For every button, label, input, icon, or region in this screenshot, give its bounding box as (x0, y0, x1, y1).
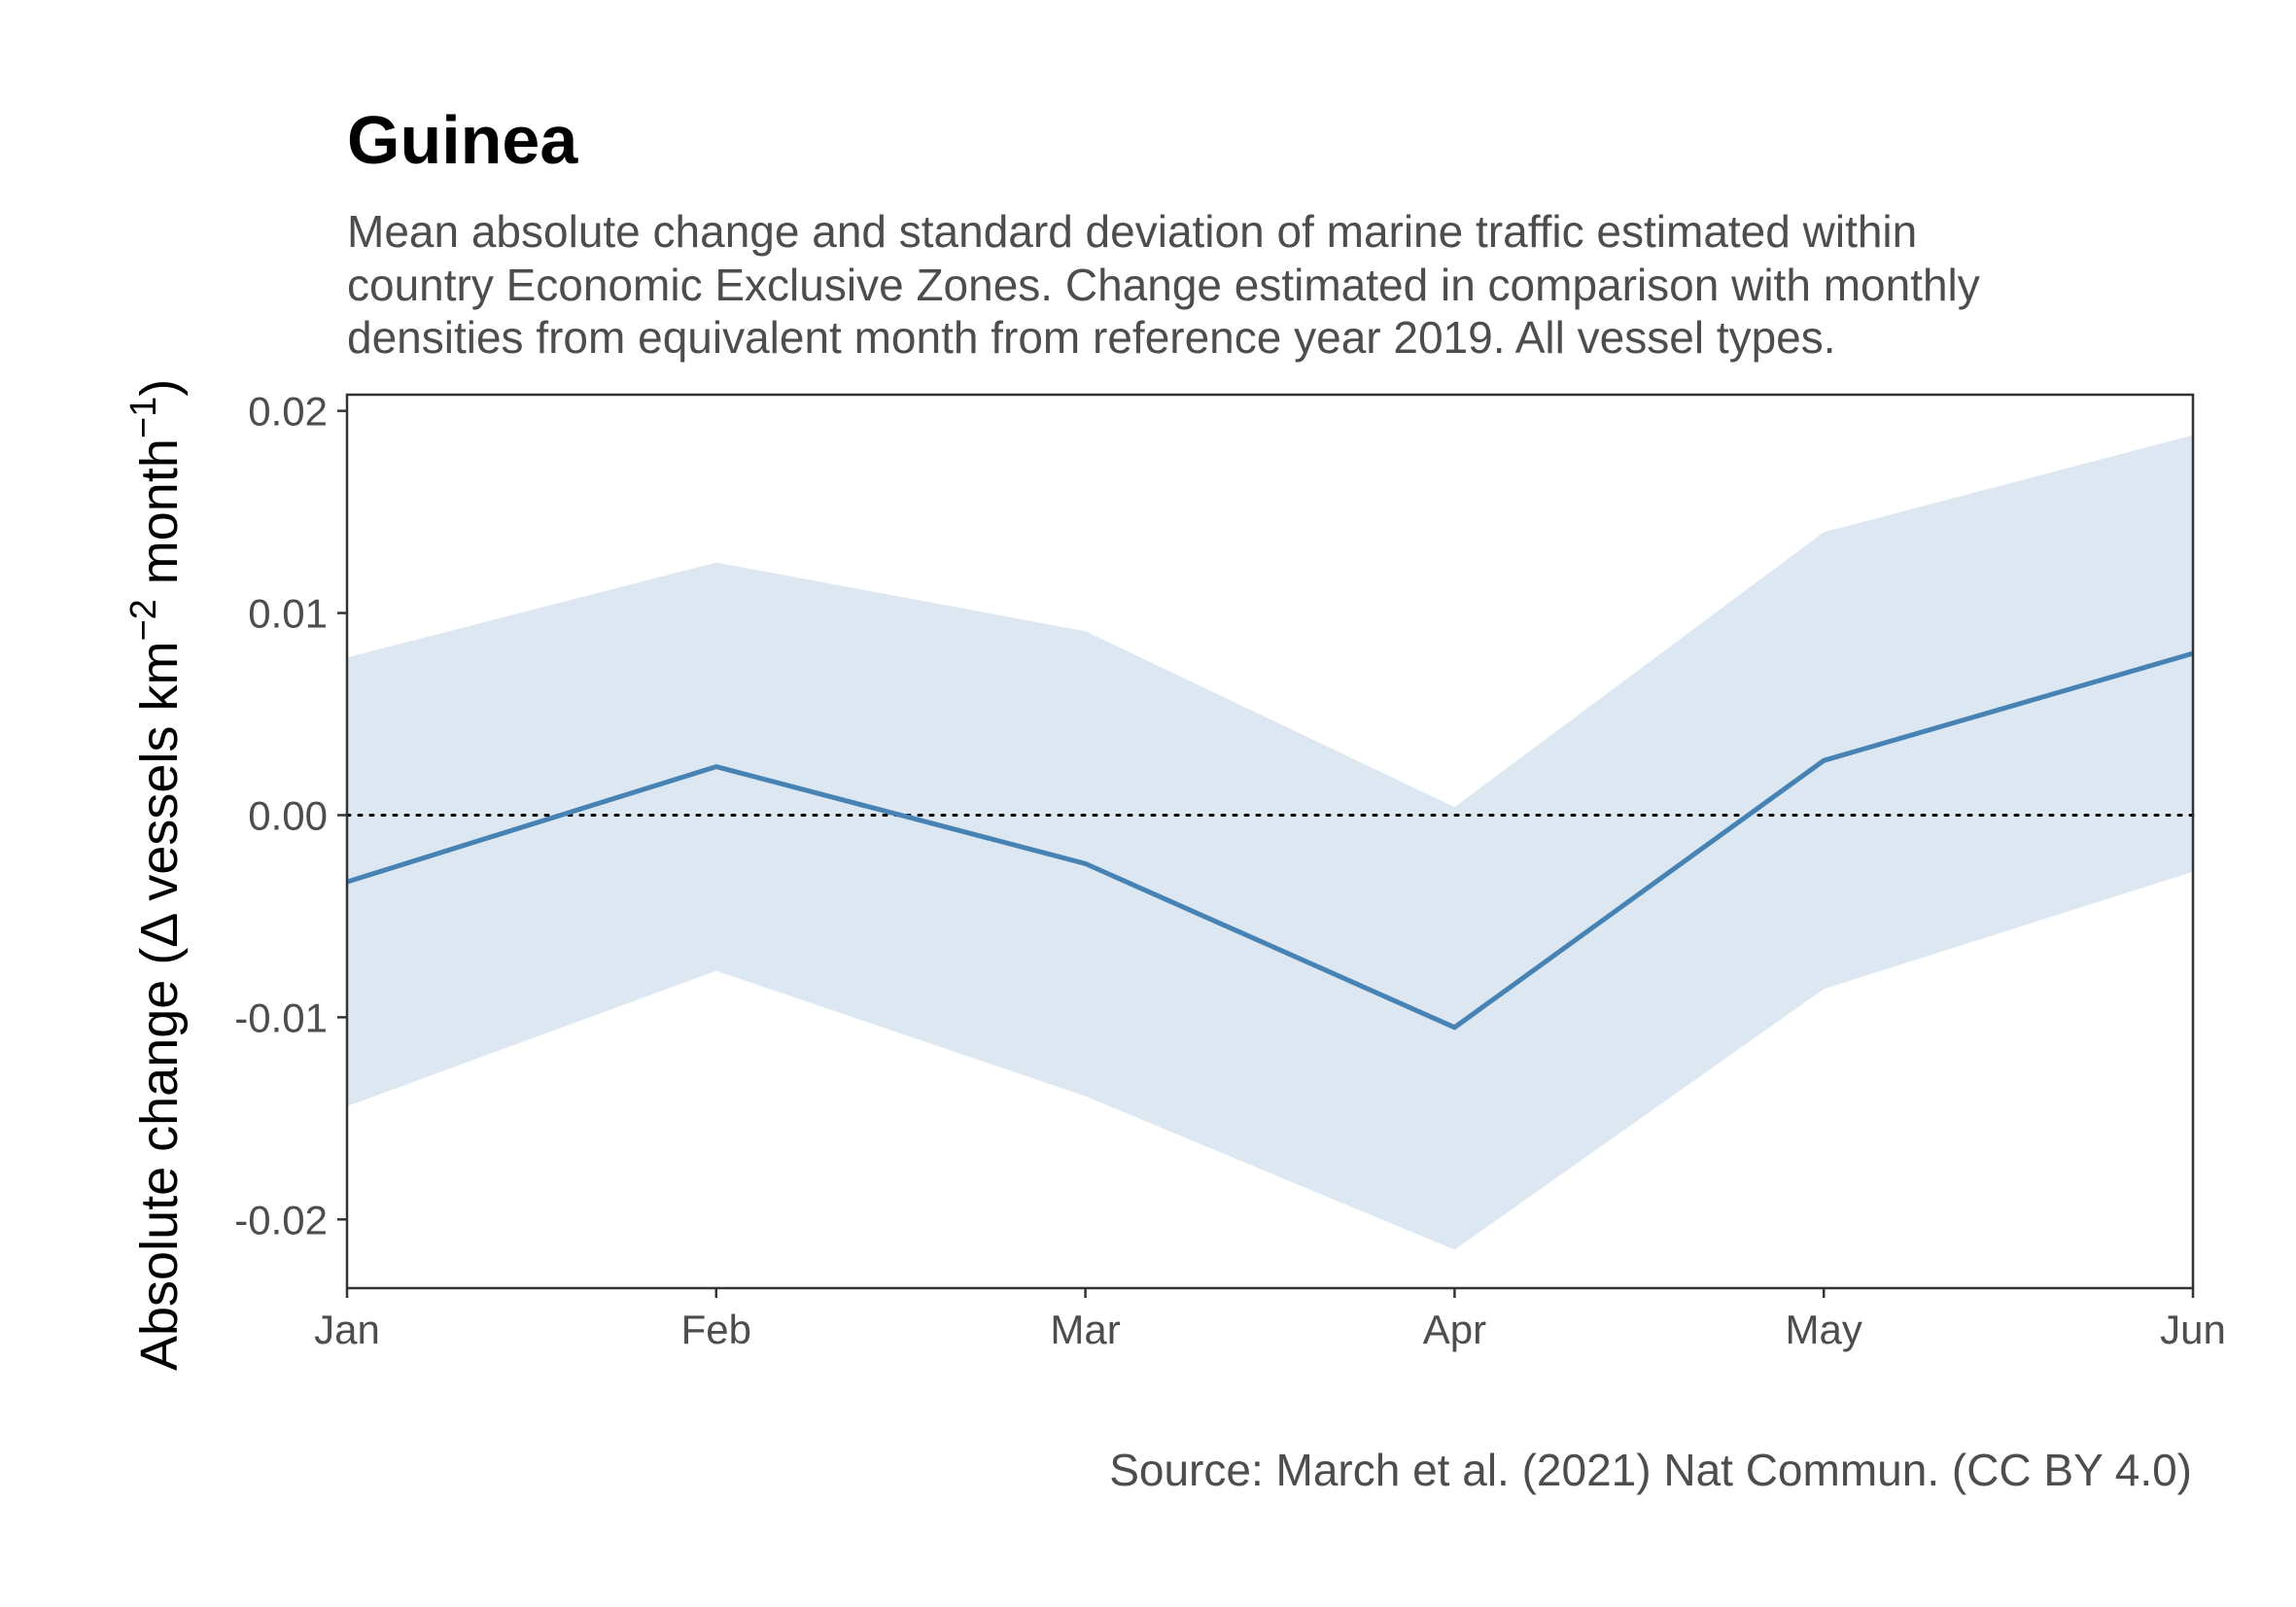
chart-caption: Source: March et al. (2021) Nat Commun. … (1109, 1445, 2192, 1495)
line-layer (346, 650, 2194, 1031)
y-tick-label: 0.02 (248, 389, 328, 435)
x-tick-label: May (1786, 1307, 1862, 1352)
y-axis-title-exp1: −2 (123, 599, 164, 641)
ribbon-layer (347, 435, 2193, 1250)
y-axis-title-mid: month (130, 438, 189, 599)
chart-subtitle-line-2: country Economic Exclusive Zones. Change… (347, 260, 1980, 310)
y-axis-title-delta: Δ (130, 914, 189, 948)
y-axis-title-suffix: ) (130, 379, 189, 397)
sd-ribbon (347, 435, 2193, 1250)
x-axis: Jan Feb Mar Apr May Jun (314, 1288, 2226, 1352)
y-tick-label: 0.01 (248, 591, 328, 637)
x-tick-label: Feb (681, 1307, 751, 1352)
y-tick-label: -0.01 (234, 995, 328, 1040)
x-tick-label: Mar (1050, 1307, 1120, 1352)
x-tick-label: Jan (314, 1307, 380, 1352)
y-axis-title: Absolute change (Δ vessels km−2 month−1) (123, 379, 189, 1371)
y-axis-title-exp2: −1 (123, 397, 164, 438)
x-tick-label: Apr (1423, 1307, 1486, 1352)
mean-change-line (346, 650, 2194, 1031)
chart-title: Guinea (347, 102, 578, 178)
x-tick-label: Jun (2160, 1307, 2226, 1352)
y-axis-title-main: vessels km (130, 642, 189, 916)
y-tick-label: 0.00 (248, 792, 328, 838)
panel-border (345, 393, 2195, 1290)
y-axis-title-prefix: Absolute change ( (130, 948, 189, 1371)
y-axis: 0.02 0.01 0.00 -0.01 -0.02 (234, 389, 347, 1242)
chart-subtitle-line-1: Mean absolute change and standard deviat… (347, 206, 1917, 257)
y-tick-label: -0.02 (234, 1197, 328, 1242)
chart-subtitle-line-3: densities from equivalent month from ref… (347, 312, 1836, 363)
